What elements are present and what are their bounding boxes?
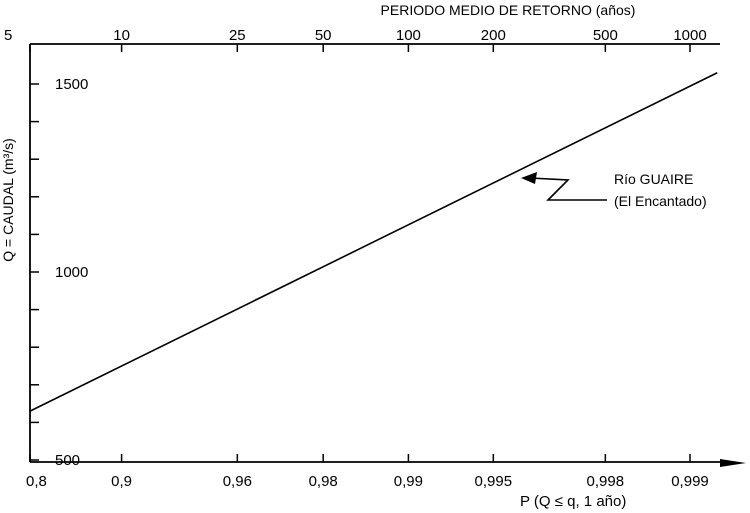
bottom-tick-label: 0,998 bbox=[587, 473, 625, 490]
top-tick-label: 5 bbox=[4, 27, 12, 44]
y-axis-ticks: 500 1000 1500 bbox=[30, 76, 88, 469]
series-layer bbox=[29, 72, 718, 412]
y-tick-label: 1500 bbox=[55, 76, 88, 93]
bottom-tick-label: 0,8 bbox=[26, 473, 47, 490]
top-tick-label: 100 bbox=[396, 27, 421, 44]
bottom-tick-label: 0,96 bbox=[223, 473, 252, 490]
bottom-tick-label: 0,9 bbox=[111, 473, 132, 490]
y-tick-label: 1000 bbox=[55, 264, 88, 281]
bottom-axis-arrow bbox=[720, 459, 746, 467]
annotation-arrowhead bbox=[521, 172, 537, 184]
bottom-tick-label: 0,98 bbox=[309, 473, 338, 490]
series-line-rio-guaire bbox=[29, 72, 718, 412]
bottom-tick-label: 0,999 bbox=[671, 473, 709, 490]
top-tick-label: 25 bbox=[229, 27, 246, 44]
top-tick-label: 200 bbox=[481, 27, 506, 44]
top-tick-label: 1000 bbox=[673, 27, 706, 44]
annotation-line-1: Río GUAIRE bbox=[614, 171, 693, 187]
top-tick-label: 10 bbox=[113, 27, 130, 44]
bottom-tick-label: 0,99 bbox=[394, 473, 423, 490]
y-axis-label: Q = CAUDAL (m³/s) bbox=[0, 138, 16, 262]
annotation-leader bbox=[529, 177, 607, 201]
top-axis-ticks: 5 10 25 50 100 200 500 1000 bbox=[4, 27, 707, 52]
bottom-axis-label: P (Q ≤ q, 1 año) bbox=[520, 493, 626, 510]
bottom-tick-label: 0,995 bbox=[475, 473, 513, 490]
annotation-line-2: (El Encantado) bbox=[614, 193, 707, 209]
top-tick-label: 50 bbox=[315, 27, 332, 44]
top-axis-title: PERIODO MEDIO DE RETORNO (años) bbox=[381, 2, 636, 18]
bottom-axis-ticks: 0,8 0,9 0,96 0,98 0,99 0,995 0,998 0,999 bbox=[26, 454, 709, 490]
top-tick-label: 500 bbox=[593, 27, 618, 44]
y-tick-label: 500 bbox=[55, 452, 80, 469]
